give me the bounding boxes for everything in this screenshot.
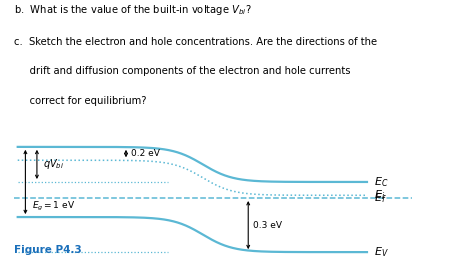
Text: 0.2 eV: 0.2 eV [131,149,160,158]
Text: c.  Sketch the electron and hole concentrations. Are the directions of the: c. Sketch the electron and hole concentr… [14,37,377,47]
Text: $E_g = 1$ eV: $E_g = 1$ eV [32,200,75,213]
Text: $E_V$: $E_V$ [374,245,389,259]
Text: $E_i$: $E_i$ [374,188,385,202]
Text: b.  What is the value of the built-in voltage $V_{bi}$?: b. What is the value of the built-in vol… [14,3,252,17]
Text: correct for equilibrium?: correct for equilibrium? [14,96,147,106]
Text: Figure P4.3: Figure P4.3 [14,245,82,255]
Text: 0.3 eV: 0.3 eV [254,221,283,230]
Text: $qV_{bi}$: $qV_{bi}$ [43,157,64,171]
Text: $E_f$: $E_f$ [374,191,387,205]
Text: drift and diffusion components of the electron and hole currents: drift and diffusion components of the el… [14,66,351,77]
Text: $E_C$: $E_C$ [374,175,388,189]
